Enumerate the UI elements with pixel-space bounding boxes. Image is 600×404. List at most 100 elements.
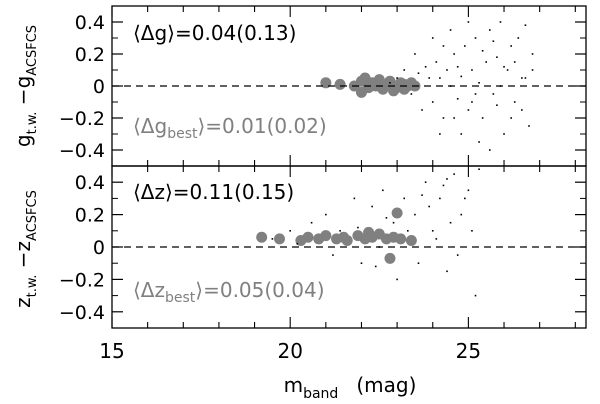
top-best-annotation: ⟨Δgbest⟩=0.01(0.02)	[133, 114, 327, 142]
top-scatter-dot-57	[496, 104, 498, 106]
bottom-scatter-dot-11	[403, 197, 406, 200]
bottom-measurement-circle-3	[302, 231, 314, 243]
bottom-scatter-dot-16	[446, 270, 448, 273]
top-best-annotation-post: ⟩=0.01(0.02)	[197, 114, 326, 138]
bottom-scatter-dot-15	[439, 197, 441, 200]
top-scatter-dot-55	[456, 66, 459, 68]
bottom-y-axis-label: zt.w. −zACSFCS	[11, 190, 40, 308]
bottom-scatter-dot-6	[353, 197, 356, 200]
bottom-scatter-dot-32	[428, 205, 430, 208]
bottom-scatter-dot-7	[360, 262, 363, 264]
bottom-measurement-circle-0	[256, 231, 268, 243]
top-ticks: −0.4 −0.2 0 0.2 0.4	[59, 6, 586, 166]
top-scatter-dot-46	[442, 45, 445, 47]
top-scatter-dot-36	[439, 133, 441, 135]
top-scatter-dot-58	[524, 77, 527, 79]
bottom-scatter-dot-19	[467, 189, 470, 192]
top-scatter-dot-15	[464, 45, 466, 47]
top-measurement-circle-20	[388, 85, 400, 97]
top-scatter-dot-6	[431, 101, 434, 103]
top-scatter-dot-5	[424, 66, 427, 68]
top-scatter-dot-12	[453, 53, 455, 55]
top-scatter-dot-19	[478, 82, 480, 84]
top-ytick-label-0: −0.4	[59, 140, 105, 162]
top-scatter-dot-38	[460, 133, 463, 135]
top-scatter-dot-31	[521, 77, 523, 79]
bottom-scatter-dot-34	[357, 226, 359, 229]
bottom-scatter-dot-31	[442, 184, 445, 187]
top-scatter-dot-30	[517, 37, 520, 39]
top-best-annotation-pre: ⟨Δg	[133, 114, 167, 138]
top-scatter-dot-33	[528, 125, 530, 127]
top-measurement-circle-1	[334, 78, 346, 90]
bottom-ylabel-dash: −z	[11, 241, 35, 275]
top-scatter-dot-20	[481, 117, 484, 119]
bottom-best-annotation: ⟨Δzbest⟩=0.05(0.04)	[133, 278, 325, 306]
top-scatter-dot-27	[506, 69, 509, 71]
bottom-measurement-circle-5	[320, 230, 332, 242]
top-scatter-dot-24	[496, 56, 498, 58]
bottom-ticks: −0.4 −0.2 0 0.2 0.4 15 20 25	[59, 166, 586, 363]
top-ylabel-sub1: t.w.	[25, 112, 40, 135]
bottom-scatter-dot-12	[414, 213, 416, 216]
bottom-scatter-dot-4	[325, 213, 327, 216]
top-scatter-dot-44	[414, 53, 416, 55]
top-scatter-dot-34	[531, 53, 534, 55]
bottom-scatter-dot-9	[382, 189, 384, 192]
bottom-scatter-dot-33	[385, 217, 388, 219]
bottom-scatter-dot-1	[271, 238, 274, 240]
top-scatter-dot-9	[442, 117, 445, 119]
bottom-measurement-circle-19	[338, 231, 350, 243]
top-scatter-dot-25	[499, 21, 502, 23]
top-scatter-dot-3	[410, 93, 413, 95]
xtick-label-0: 15	[99, 339, 124, 363]
top-scatter-dot-14	[460, 75, 463, 78]
top-scatter-dot-7	[435, 61, 438, 63]
bottom-scatter-dot-36	[471, 230, 473, 232]
bottom-ylabel-sub1: t.w.	[25, 275, 40, 298]
top-scatter-dot-35	[431, 37, 434, 39]
bottom-data-layer	[218, 168, 480, 297]
top-scatter-dot-13	[456, 98, 459, 100]
top-measurement-circle-19	[355, 86, 367, 98]
top-scatter-dot-53	[521, 109, 523, 111]
top-ylabel-dash: −g	[11, 76, 35, 112]
top-ytick-label-4: 0.4	[75, 12, 105, 34]
top-scatter-dot-1	[396, 77, 398, 79]
top-scatter-dot-54	[428, 77, 430, 79]
top-scatter-dot-59	[531, 69, 534, 71]
x-axis-label: mband (mag)	[284, 373, 417, 402]
top-ylabel-sub2: ACSFCS	[25, 25, 40, 76]
top-scatter-dot-18	[474, 37, 477, 39]
top-scatter-dot-21	[485, 61, 488, 63]
bottom-scatter-dot-38	[374, 265, 377, 268]
bottom-scatter-dot-25	[449, 221, 452, 224]
top-scatter-dot-10	[446, 69, 448, 71]
bottom-scatter-dot-3	[310, 221, 313, 224]
bottom-measurement-circle-17	[391, 207, 403, 219]
bottom-ytick-label-1: −0.2	[59, 269, 105, 291]
bottom-measurement-circle-18	[363, 226, 375, 238]
bottom-scatter-dot-2	[289, 230, 291, 232]
top-scatter-dot-37	[449, 29, 452, 31]
top-mean-annotation: ⟨Δg⟩=0.04(0.13)	[133, 21, 296, 45]
bottom-scatter-dot-20	[474, 294, 477, 297]
top-scatter-dot-32	[524, 24, 527, 26]
top-ytick-label-2: 0	[93, 76, 105, 98]
xlabel-sub: band	[303, 386, 338, 402]
bottom-scatter-dot-26	[407, 230, 409, 232]
bottom-scatter-dot-14	[431, 230, 434, 232]
top-scatter-dot-29	[513, 101, 516, 103]
top-scatter-dot-0	[389, 82, 391, 84]
bottom-ytick-label-3: 0.2	[75, 205, 105, 227]
top-ytick-label-1: −0.2	[59, 108, 105, 130]
bottom-best-annotation-sub: best	[165, 290, 196, 306]
top-scatter-dot-26	[503, 133, 505, 135]
bottom-best-annotation-post: ⟩=0.05(0.04)	[195, 278, 324, 302]
bottom-scatter-dot-28	[332, 254, 334, 256]
xtick-label-1: 20	[277, 339, 302, 363]
top-ylabel-main: g	[11, 134, 35, 147]
bottom-ytick-label-4: 0.4	[75, 172, 105, 194]
bottom-scatter-dot-5	[339, 230, 341, 232]
